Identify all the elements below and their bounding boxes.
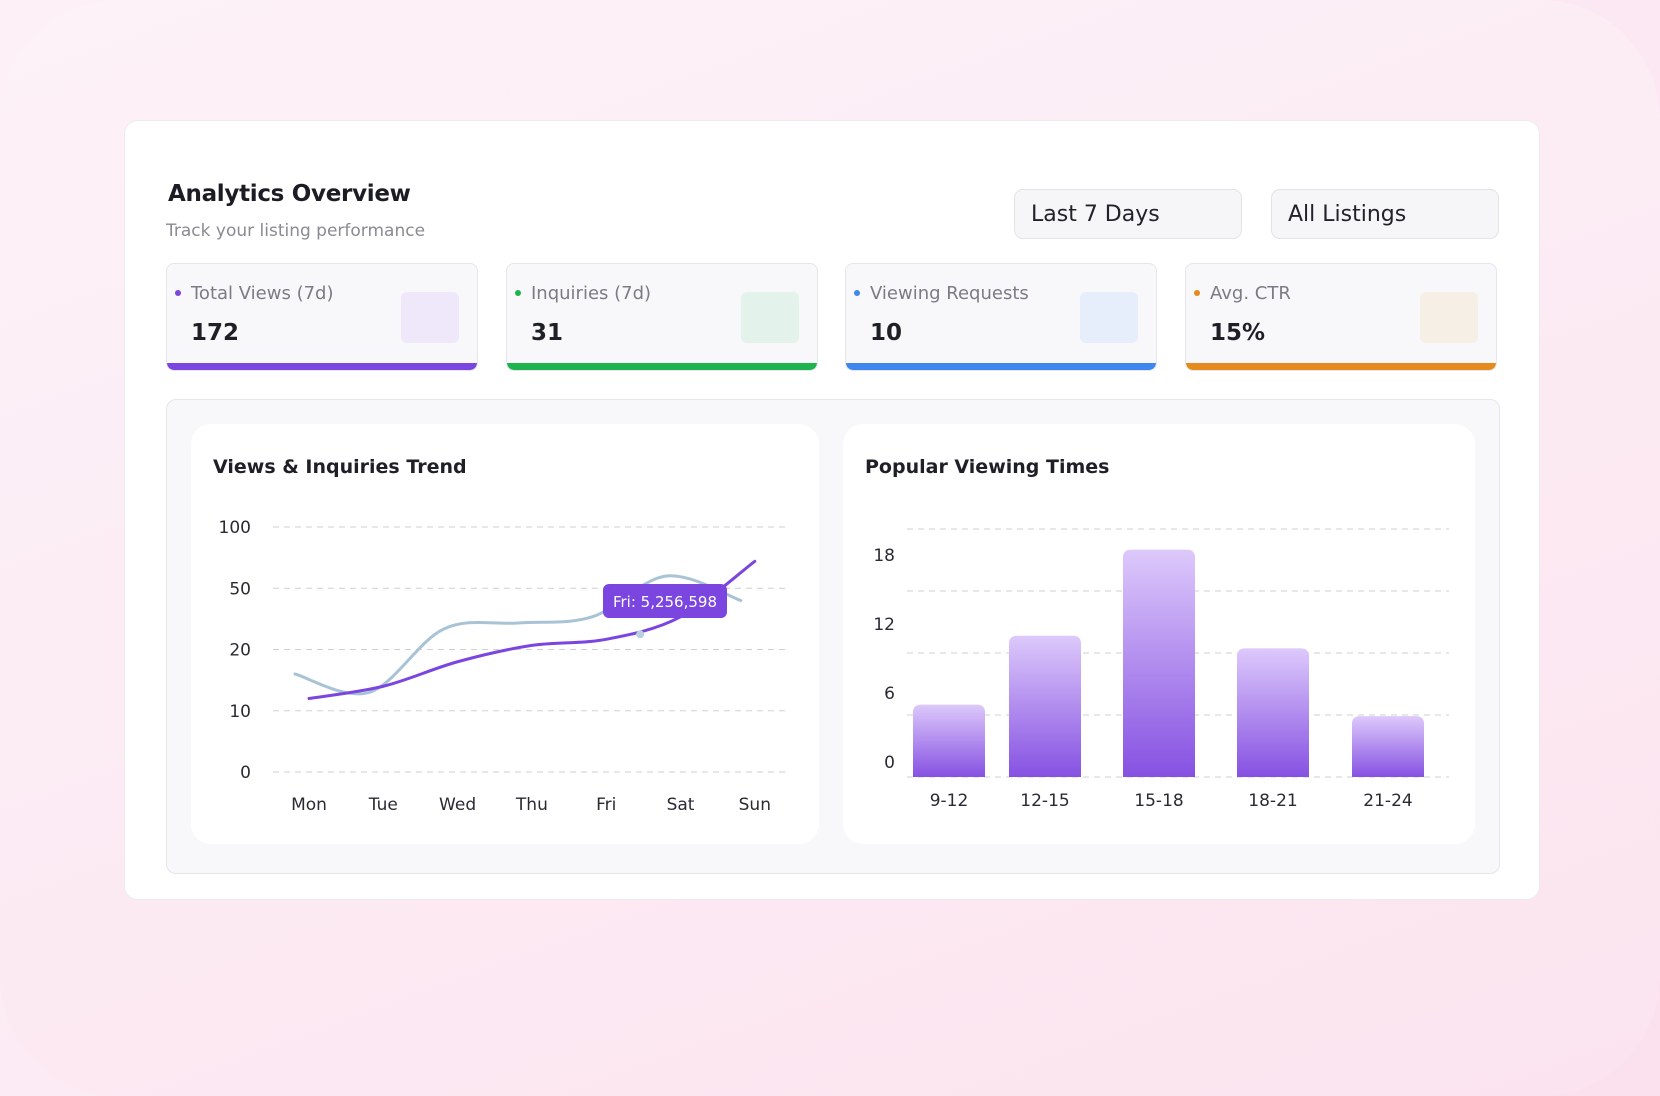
y-tick-label: 50	[229, 579, 251, 599]
bar-chart-card: Popular Viewing Times 0 6 12 18 9-12 12-15 15-…	[843, 424, 1475, 844]
bar-chart: 0 6 12 18 9-12 12-15 15-18 18-21 21-24	[873, 528, 1449, 811]
trend-tooltip: Fri: 5,256,598	[603, 584, 727, 618]
kpi-accent-bar	[1186, 363, 1496, 370]
x-tick-label: Thu	[515, 795, 548, 815]
kpi-label: Avg. CTR	[1210, 283, 1291, 304]
x-tick-label: Tue	[368, 795, 398, 815]
kpi-dot	[175, 290, 181, 296]
page-title: Analytics Overview	[168, 181, 411, 207]
analytics-panel: Analytics Overview Track your listing pe…	[124, 120, 1540, 900]
kpi-icon-placeholder	[741, 292, 799, 343]
kpi-card-inquiries: Inquiries (7d) 31	[506, 263, 818, 371]
kpi-dot	[1194, 290, 1200, 296]
y-tick-label: 6	[884, 684, 895, 704]
tooltip-box	[603, 584, 727, 618]
bar-15-18	[1123, 549, 1195, 777]
kpi-card-total-views: Total Views (7d) 172	[166, 263, 478, 371]
y-tick-label: 12	[873, 615, 895, 635]
kpi-accent-bar	[846, 363, 1156, 370]
bar-21-24	[1352, 716, 1424, 777]
trend-chart-title: Views & Inquiries Trend	[213, 456, 467, 478]
series-line-inquiries	[307, 559, 757, 700]
charts-container: Views & Inquiries Trend 100 50 20 10 0 Mon Tue…	[166, 399, 1500, 874]
kpi-accent-bar	[507, 363, 817, 370]
y-tick-label: 20	[229, 641, 251, 661]
trend-chart-card: Views & Inquiries Trend 100 50 20 10 0 Mon Tue…	[191, 424, 819, 844]
period-select[interactable]: Last 7 Days	[1014, 189, 1242, 239]
x-tick-label: 21-24	[1363, 791, 1412, 811]
y-tick-label: 100	[219, 518, 251, 538]
x-tick-label: Mon	[291, 795, 327, 815]
kpi-value: 15%	[1210, 320, 1266, 346]
y-tick-label: 0	[240, 763, 251, 783]
x-tick-label: 12-15	[1020, 791, 1069, 811]
page-subtitle: Track your listing performance	[166, 221, 426, 241]
bar-chart-title: Popular Viewing Times	[865, 456, 1110, 478]
kpi-value: 172	[191, 320, 240, 346]
tooltip-text: Fri: 5,256,598	[613, 593, 717, 611]
y-tick-label: 18	[873, 546, 895, 566]
kpi-value: 31	[531, 320, 564, 346]
x-tick-label: 9-12	[930, 791, 969, 811]
kpi-label: Viewing Requests	[870, 283, 1029, 304]
kpi-card-avg-ctr: Avg. CTR 15%	[1185, 263, 1497, 371]
kpi-icon-placeholder	[401, 292, 459, 343]
kpi-icon-placeholder	[1420, 292, 1478, 343]
hover-point	[636, 630, 645, 639]
x-tick-label: 18-21	[1248, 791, 1297, 811]
kpi-dot	[515, 290, 521, 296]
kpi-value: 10	[870, 320, 903, 346]
y-tick-label: 0	[884, 753, 895, 773]
kpi-dot	[854, 290, 860, 296]
y-tick-label: 10	[229, 702, 251, 722]
x-tick-label: Fri	[596, 795, 616, 815]
x-tick-label: Wed	[439, 795, 476, 815]
x-tick-label: Sat	[667, 795, 695, 815]
x-tick-label: 15-18	[1134, 791, 1183, 811]
bar-9-12	[913, 704, 985, 777]
bar-18-21	[1237, 648, 1309, 777]
listings-select[interactable]: All Listings	[1271, 189, 1499, 239]
kpi-icon-placeholder	[1080, 292, 1138, 343]
kpi-label: Total Views (7d)	[191, 283, 334, 304]
kpi-label: Inquiries (7d)	[531, 283, 652, 304]
kpi-card-viewing-requests: Viewing Requests 10	[845, 263, 1157, 371]
x-tick-label: Sun	[739, 795, 771, 815]
bar-12-15	[1009, 635, 1081, 777]
kpi-accent-bar	[167, 363, 477, 370]
